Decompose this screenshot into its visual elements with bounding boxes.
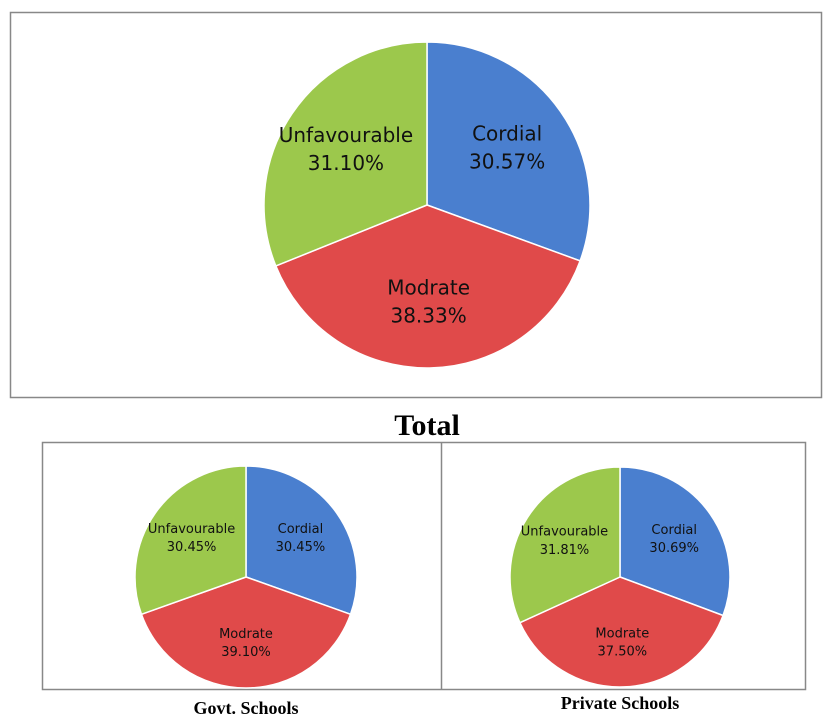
frame <box>9 11 823 399</box>
pie-slice <box>619 466 731 617</box>
slice-label: Unfavourable <box>521 525 608 540</box>
slice-label: Cordial <box>472 121 542 145</box>
slice-label: Modrate <box>219 627 273 642</box>
slice-label: Cordial <box>278 522 324 537</box>
pie-slice <box>140 576 352 689</box>
slice-label: Modrate <box>595 626 649 641</box>
chart-title: Govt. Schools <box>193 698 298 718</box>
slice-value: 37.50% <box>598 645 648 660</box>
pie-slice <box>263 41 428 267</box>
pie-slice <box>245 465 358 616</box>
pie-slice <box>509 466 621 624</box>
pie-slice <box>518 576 725 688</box>
slice-label: Cordial <box>651 523 697 538</box>
slice-label: Modrate <box>387 275 470 299</box>
slice-value: 30.69% <box>649 541 699 556</box>
pie-slice <box>134 465 247 616</box>
slice-value: 31.81% <box>540 543 590 558</box>
slice-value: 30.45% <box>276 540 326 555</box>
slice-value: 31.10% <box>308 151 384 175</box>
slice-value: 30.57% <box>469 149 545 173</box>
pie-slice <box>426 41 591 262</box>
pie-slice <box>274 204 582 369</box>
slice-value: 30.45% <box>167 540 217 555</box>
chart-title: Private Schools <box>561 693 680 713</box>
slice-label: Unfavourable <box>148 522 235 537</box>
slice-value: 38.33% <box>390 303 466 327</box>
chart-title: Total <box>394 409 460 442</box>
slice-label: Unfavourable <box>279 123 413 147</box>
slice-value: 39.10% <box>221 645 271 660</box>
frame <box>41 441 807 691</box>
